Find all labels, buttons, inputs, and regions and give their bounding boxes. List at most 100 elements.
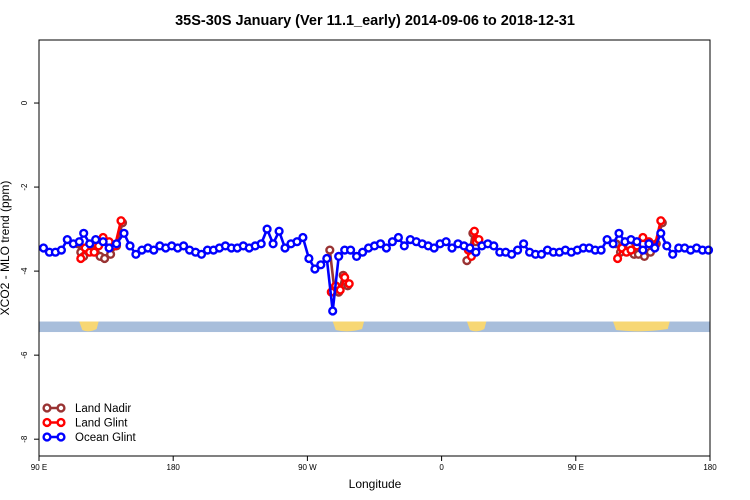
land-segment	[466, 321, 487, 332]
ocean-band	[39, 321, 710, 333]
y-tick-label: -6	[20, 351, 29, 359]
data-point	[335, 285, 345, 295]
data-point	[393, 232, 404, 243]
data-point	[79, 228, 89, 238]
data-point	[608, 239, 618, 249]
legend-item: Land Nadir	[42, 403, 131, 415]
data-point	[518, 239, 529, 249]
chart-title: 35S-30S January (Ver 11.1_early) 2014-09…	[175, 13, 575, 29]
data-point	[340, 272, 350, 283]
legend-marker	[56, 417, 66, 428]
x-tick-label: 180	[703, 463, 717, 472]
legend-item: Land Glint	[42, 417, 128, 430]
legend-label: Land Nadir	[75, 403, 131, 415]
data-point	[125, 241, 135, 251]
data-point	[119, 228, 129, 238]
y-tick-label: -8	[20, 435, 29, 443]
y-axis-label: XCO2 - MLO trend (ppm)	[0, 181, 12, 316]
data-point	[116, 216, 126, 226]
data-point	[441, 237, 451, 247]
x-tick-label: 90 E	[31, 463, 47, 472]
data-point	[62, 235, 72, 245]
data-point	[626, 245, 636, 255]
legend-marker	[42, 417, 52, 428]
y-tick-label: 0	[20, 100, 29, 105]
data-point	[104, 243, 114, 253]
data-point	[280, 243, 290, 253]
data-point	[471, 247, 481, 257]
data-point	[179, 241, 189, 251]
data-point	[298, 232, 308, 243]
series-land-nadir	[73, 218, 667, 297]
legend: Land Nadir Land Glint Ocean Glint	[42, 403, 137, 444]
data-point	[429, 243, 439, 253]
data-point	[74, 237, 84, 247]
data-point	[638, 232, 648, 243]
series-line	[79, 220, 663, 293]
data-point	[447, 243, 457, 253]
data-point	[469, 226, 480, 236]
x-tick-label: 180	[167, 463, 181, 472]
data-point	[650, 243, 660, 253]
land-segment	[332, 321, 365, 332]
data-point	[512, 245, 523, 255]
data-point	[256, 239, 266, 249]
series-ocean-glint	[38, 224, 714, 316]
y-tick-label: -4	[20, 267, 29, 275]
y-axis: 0 -2 -4 -6 -8	[20, 100, 39, 443]
legend-marker	[42, 432, 52, 442]
x-tick-label: 90 W	[298, 463, 317, 472]
data-point	[644, 239, 654, 249]
data-point	[638, 245, 648, 255]
land-segment	[613, 321, 670, 332]
series-land-glint	[76, 216, 666, 297]
data-point	[352, 251, 362, 262]
series-line	[76, 222, 664, 295]
data-point	[399, 241, 409, 251]
data-point	[507, 249, 517, 259]
data-point	[38, 243, 49, 253]
data-point	[328, 306, 338, 316]
data-point	[322, 253, 332, 264]
data-point	[196, 249, 207, 259]
data-point	[310, 264, 320, 274]
data-point	[668, 249, 678, 259]
legend-label: Land Glint	[75, 418, 128, 430]
legend-marker	[56, 432, 66, 442]
data-point	[292, 237, 302, 247]
legend-marker	[42, 403, 52, 413]
plot-area	[38, 216, 714, 333]
data-point	[632, 237, 642, 247]
data-point	[387, 237, 398, 247]
legend-item: Ocean Glint	[42, 432, 137, 444]
data-point	[268, 239, 278, 249]
plot-frame	[38, 39, 711, 457]
data-point	[149, 245, 159, 255]
x-axis-label: Longitude	[349, 477, 402, 491]
data-point	[656, 228, 666, 238]
x-tick-label: 0	[439, 463, 444, 472]
x-axis: 90 E 180 90 W 0 90 E 180	[31, 456, 717, 472]
data-point	[596, 245, 606, 255]
data-point	[656, 216, 666, 226]
data-point	[614, 228, 624, 238]
land-segment	[79, 321, 99, 332]
data-point	[56, 245, 67, 255]
data-point	[262, 224, 272, 234]
data-point	[346, 245, 356, 255]
data-point	[536, 249, 547, 259]
data-point	[703, 245, 714, 255]
data-point	[85, 239, 95, 249]
data-point	[91, 235, 101, 245]
data-point	[99, 253, 110, 264]
data-point	[381, 243, 392, 253]
legend-marker	[56, 403, 66, 413]
data-point	[612, 253, 623, 264]
data-point	[304, 253, 314, 264]
data-point	[325, 245, 335, 255]
data-point	[375, 239, 386, 249]
x-tick-label: 90 E	[568, 463, 584, 472]
data-point	[662, 241, 672, 251]
data-point	[602, 235, 612, 245]
